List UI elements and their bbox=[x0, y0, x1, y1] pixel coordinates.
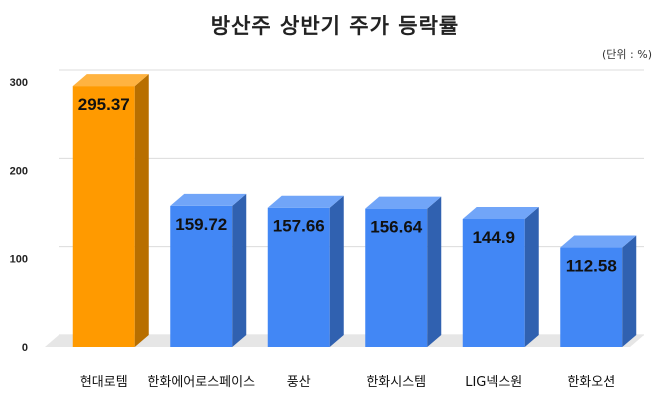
data-label: 144.9 bbox=[472, 228, 515, 247]
bar-side bbox=[134, 74, 149, 347]
y-tick-label: 0 bbox=[22, 342, 28, 354]
data-label: 112.58 bbox=[566, 257, 617, 276]
bar-top bbox=[267, 195, 344, 208]
y-tick-label: 100 bbox=[10, 254, 28, 266]
bar-side bbox=[329, 195, 344, 347]
bar-side bbox=[232, 193, 247, 347]
chart-title: 방산주 상반기 주가 등락률 bbox=[210, 14, 460, 38]
y-tick-label: 300 bbox=[10, 77, 28, 89]
data-label: 156.64 bbox=[370, 218, 423, 237]
bar bbox=[72, 86, 135, 347]
bar bbox=[365, 208, 428, 347]
bar-side bbox=[622, 235, 637, 347]
unit-label: (단위 : %) bbox=[602, 48, 652, 61]
x-tick-label: 한화에어로스페이스 bbox=[147, 375, 255, 390]
x-tick-label: 한화시스템 bbox=[366, 375, 426, 390]
bar-side bbox=[524, 207, 539, 347]
bar-top bbox=[560, 235, 637, 248]
x-tick-label: 풍산 bbox=[287, 375, 311, 390]
bar bbox=[462, 219, 525, 347]
x-tick-label: LIG넥스원 bbox=[465, 375, 522, 390]
x-tick-label: 현대로템 bbox=[80, 375, 128, 390]
data-label: 159.72 bbox=[175, 215, 227, 234]
bar-top bbox=[462, 207, 539, 220]
y-tick-label: 200 bbox=[10, 165, 28, 177]
x-tick-label: 한화오션 bbox=[567, 375, 615, 390]
data-label: 295.37 bbox=[78, 95, 130, 114]
bar-top bbox=[72, 74, 149, 87]
bar-top bbox=[365, 196, 442, 209]
bar bbox=[267, 207, 330, 347]
bar-top bbox=[170, 193, 247, 206]
data-label: 157.66 bbox=[273, 217, 325, 236]
bar-side bbox=[427, 196, 442, 347]
bar bbox=[560, 247, 623, 347]
bar bbox=[170, 205, 233, 347]
